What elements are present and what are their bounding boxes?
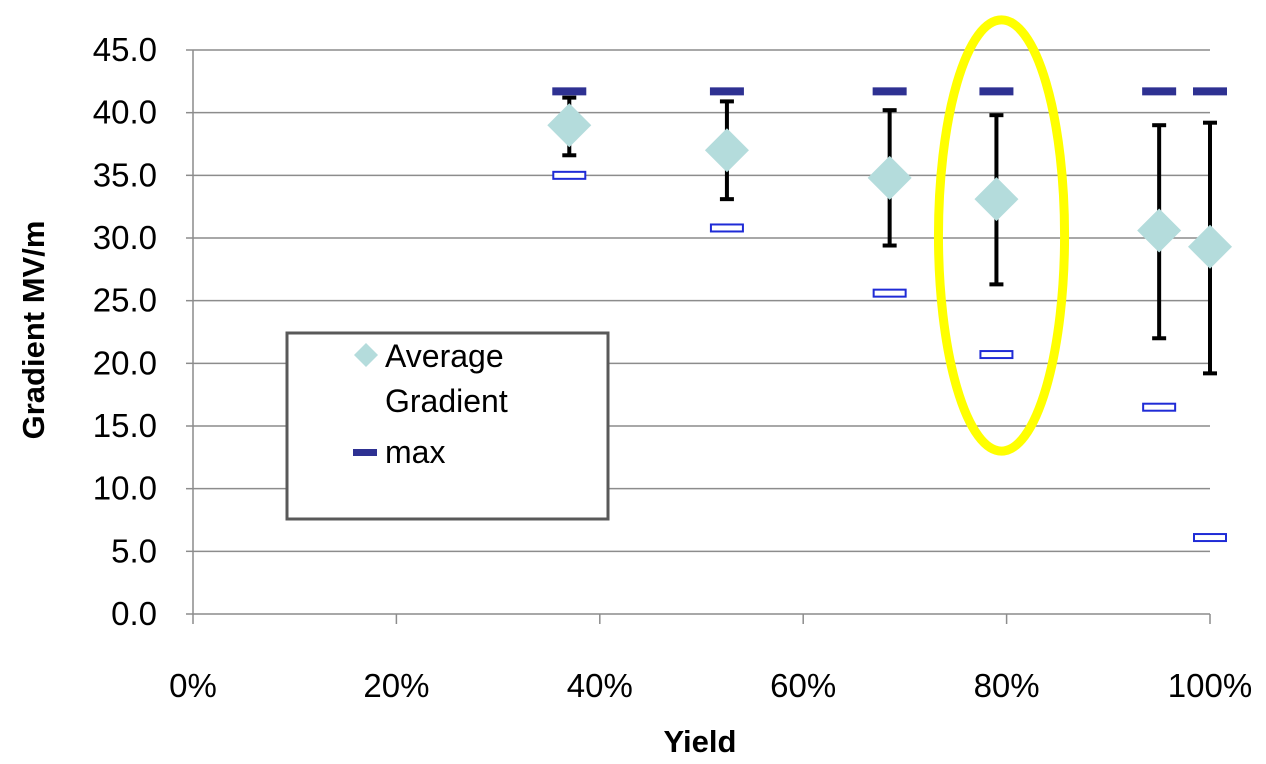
x-tick-label: 60%: [770, 667, 836, 704]
y-tick-label: 0.0: [111, 595, 157, 632]
y-tick-label: 25.0: [93, 282, 157, 319]
legend-label-average: Average: [385, 338, 504, 374]
min-marker: [709, 223, 744, 233]
x-tick-label: 80%: [974, 667, 1040, 704]
max-marker: [1193, 87, 1227, 96]
y-tick-label: 15.0: [93, 407, 157, 444]
average-marker: [1137, 208, 1182, 253]
min-markers: [552, 170, 1227, 543]
average-marker: [867, 155, 912, 200]
legend-box: [285, 331, 610, 521]
y-tick-label: 30.0: [93, 219, 157, 256]
min-marker: [979, 350, 1014, 360]
x-tick-label: 100%: [1168, 667, 1252, 704]
average-markers: [547, 103, 1232, 269]
x-tick-label: 20%: [363, 667, 429, 704]
average-marker: [1188, 224, 1232, 269]
x-tick-label: 0%: [169, 667, 217, 704]
y-tick-label: 10.0: [93, 470, 157, 507]
max-marker: [1142, 87, 1177, 96]
x-tick-label: 40%: [567, 667, 633, 704]
y-tick-label: 20.0: [93, 344, 157, 381]
max-marker: [709, 87, 744, 96]
x-axis-title: Yield: [664, 724, 737, 759]
error-bars: [562, 95, 1217, 376]
max-marker: [872, 87, 907, 96]
average-marker: [704, 128, 749, 173]
legend-marker-max: [353, 449, 377, 456]
y-tick-labels: 0.0 5.0 10.0 15.0 20.0 25.0 30.0 35.0 40.0 45.0: [93, 31, 157, 632]
y-axis-title: Gradient MV/m: [16, 221, 51, 440]
min-marker: [552, 170, 587, 180]
max-marker: [979, 87, 1014, 96]
average-marker: [547, 103, 592, 148]
max-marker: [552, 87, 587, 96]
average-marker: [974, 177, 1019, 222]
y-tick-label: 45.0: [93, 31, 157, 68]
annotation-layer: [933, 15, 1070, 456]
x-tick-labels: 0% 20% 40% 60% 80% 100%: [169, 667, 1252, 704]
y-tick-label: 40.0: [93, 94, 157, 131]
y-tick-label: 5.0: [111, 532, 157, 569]
legend-marker-average: [354, 343, 378, 367]
legend-label-max: max: [385, 434, 445, 470]
min-marker: [1142, 402, 1177, 412]
max-markers: [552, 87, 1227, 96]
legend: Average Gradient max: [285, 331, 610, 521]
y-tick-label: 35.0: [93, 156, 157, 193]
min-marker: [872, 288, 907, 298]
axis-layer: [186, 49, 1211, 624]
legend-label-average: Gradient: [385, 383, 508, 419]
legend-entries: Average Gradient max: [353, 338, 508, 470]
min-marker: [1193, 533, 1227, 543]
highlight-ellipse: [933, 15, 1070, 456]
